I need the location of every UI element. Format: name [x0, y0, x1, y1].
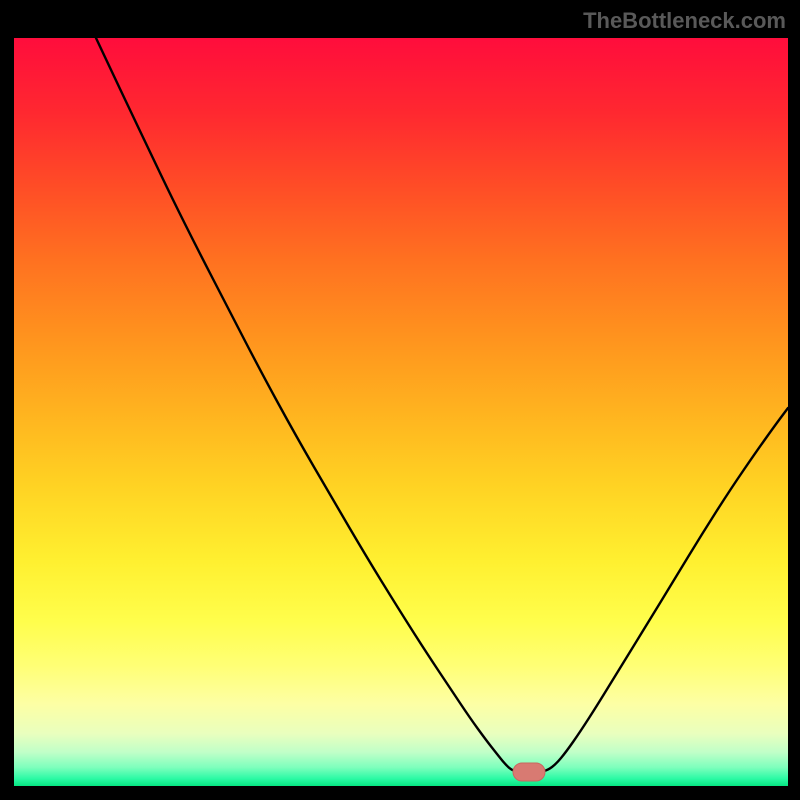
chart-background: [14, 38, 788, 786]
optimal-marker: [513, 763, 545, 781]
chart-svg: [0, 0, 800, 800]
watermark-text: TheBottleneck.com: [583, 8, 786, 34]
bottleneck-chart: TheBottleneck.com: [0, 0, 800, 800]
